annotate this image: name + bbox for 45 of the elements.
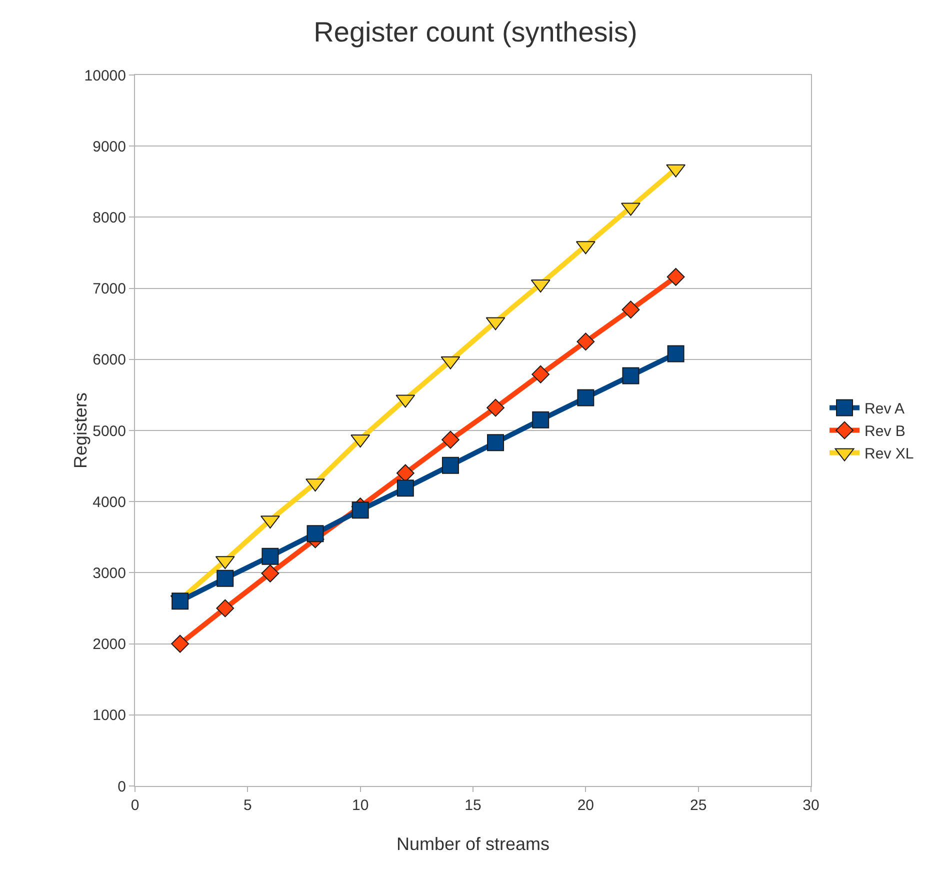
x-tick-label: 30 [802,797,820,814]
x-tick-label: 0 [130,797,140,814]
y-tick-label: 7000 [92,280,126,298]
y-tick-label: 6000 [92,352,126,369]
y-tick-label: 9000 [92,138,126,156]
x-axis-title: Number of streams [396,834,550,854]
y-tick-label: 2000 [92,636,126,654]
point [261,564,280,582]
y-tick-label: 1000 [92,707,126,724]
y-tick-label: 4000 [92,494,126,511]
x-tick-label: 5 [244,797,252,814]
point [171,634,190,653]
point [262,548,279,565]
point [442,456,459,474]
point [532,365,550,384]
x-tick-label: 15 [464,797,482,814]
legend-label: Rev B [864,423,906,440]
y-tick-label: 0 [118,778,126,796]
x-tick-label: 20 [577,797,594,814]
legend-label: Rev A [864,400,905,418]
point [577,389,594,406]
point [396,480,414,497]
point [667,345,684,362]
y-axis-title: Registers [70,392,91,469]
point [216,570,234,587]
point [622,367,640,384]
point [442,430,460,449]
point [172,592,189,610]
point [486,398,504,417]
point [666,268,685,286]
point [576,332,595,351]
point [306,525,324,542]
y-tick-label: 10000 [84,67,126,84]
point [216,599,234,618]
legend-label: Rev XL [864,446,914,463]
x-tick-label: 25 [690,797,707,814]
point [487,434,504,452]
point [532,411,550,428]
chart-title: Register count (synthesis) [314,16,638,48]
point [622,300,640,319]
y-tick-label: 8000 [92,209,126,226]
point [352,502,369,519]
y-tick-label: 5000 [92,422,126,440]
y-tick-label: 3000 [92,564,126,582]
x-tick-label: 10 [352,797,369,814]
